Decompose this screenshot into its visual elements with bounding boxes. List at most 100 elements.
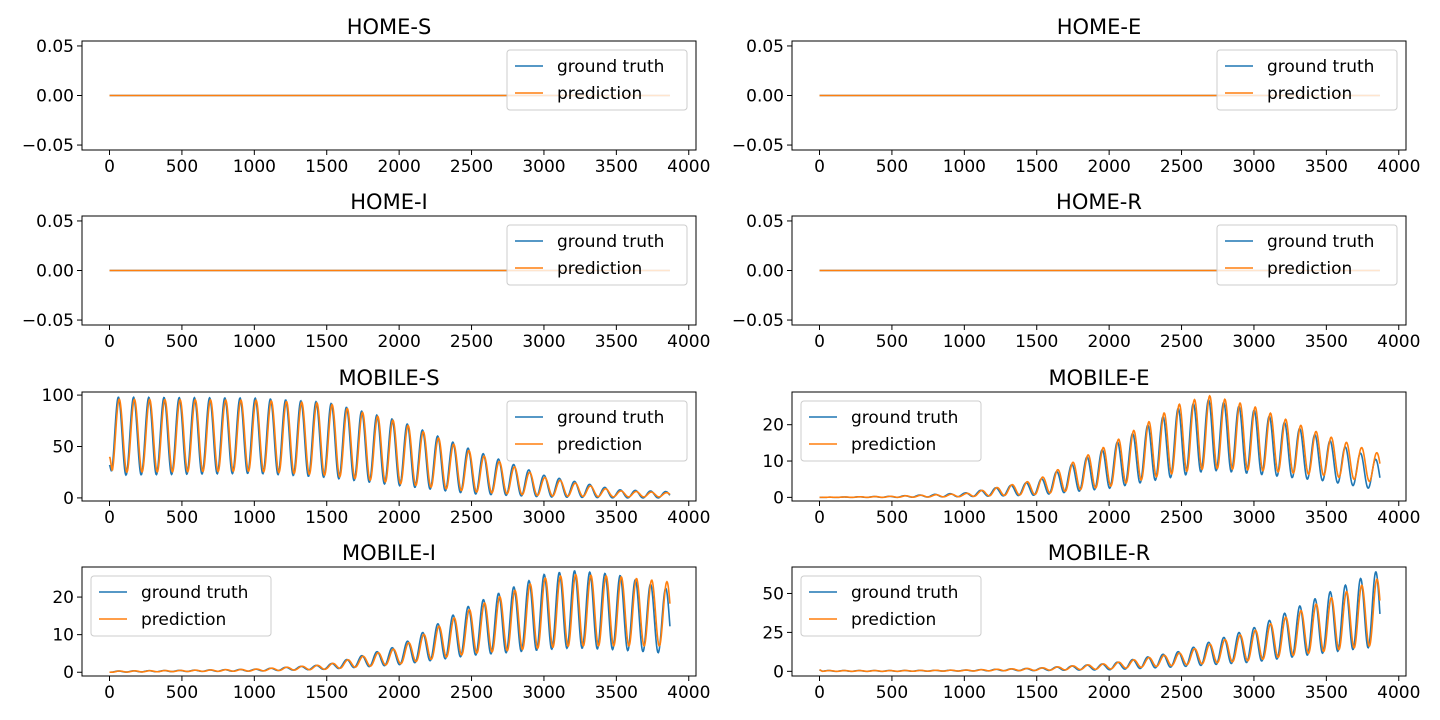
panel-title: MOBILE-I xyxy=(342,541,436,565)
x-tick-label: 0 xyxy=(104,157,115,177)
legend: ground truth prediction xyxy=(800,400,982,462)
series-line-prediction xyxy=(819,577,1381,673)
legend-label: ground truth xyxy=(557,232,664,252)
legend-label: prediction xyxy=(1267,84,1352,104)
panel-title: HOME-I xyxy=(350,190,427,214)
legend: ground truth prediction xyxy=(90,575,272,637)
x-tick-label: 2000 xyxy=(1088,157,1131,177)
y-tick-label: 20 xyxy=(762,416,784,436)
series-line-prediction xyxy=(109,573,671,674)
legend-label: ground truth xyxy=(851,583,958,603)
legend-box xyxy=(800,400,982,462)
legend-label: ground truth xyxy=(1267,232,1374,252)
x-tick-label: 3000 xyxy=(522,683,565,703)
x-tick-label: 1500 xyxy=(1015,332,1058,352)
legend-box xyxy=(506,49,688,111)
x-tick-label: 0 xyxy=(104,508,115,528)
x-tick-label: 3500 xyxy=(1305,332,1348,352)
legend-label: prediction xyxy=(1267,259,1352,279)
x-tick-label: 2000 xyxy=(378,508,421,528)
x-tick-label: 2000 xyxy=(378,332,421,352)
x-tick-label: 0 xyxy=(814,157,825,177)
legend-label: prediction xyxy=(557,84,642,104)
x-tick-label: 1000 xyxy=(943,508,986,528)
panel-mobile-i: MOBILE-I 0 500 1000 1500 2000 2500 3000 3500 4000… xyxy=(52,541,710,703)
x-tick-label: 3000 xyxy=(522,157,565,177)
x-tick-label: 4000 xyxy=(1377,683,1420,703)
legend-label: ground truth xyxy=(851,408,958,428)
panel-title: MOBILE-S xyxy=(338,366,439,390)
x-tick-label: 3500 xyxy=(1305,683,1348,703)
x-tick-label: 500 xyxy=(166,683,198,703)
axes-frame xyxy=(791,391,1407,502)
panel-title: MOBILE-E xyxy=(1048,366,1149,390)
x-tick-label: 3500 xyxy=(595,332,638,352)
x-tick-label: 2500 xyxy=(450,683,493,703)
x-tick-label: 3000 xyxy=(1232,157,1275,177)
x-tick-label: 3000 xyxy=(1232,683,1275,703)
x-tick-label: 2000 xyxy=(1088,332,1131,352)
panel-title: HOME-S xyxy=(347,15,432,39)
x-tick-label: 1500 xyxy=(305,508,348,528)
x-tick-label: 0 xyxy=(814,332,825,352)
x-tick-label: 2000 xyxy=(1088,508,1131,528)
x-tick-label: 4000 xyxy=(1377,157,1420,177)
legend: ground truth prediction xyxy=(506,224,688,286)
y-tick-label: −0.05 xyxy=(22,311,74,331)
x-tick-label: 1500 xyxy=(1015,157,1058,177)
x-tick-label: 2000 xyxy=(1088,683,1131,703)
x-tick-label: 2000 xyxy=(378,157,421,177)
x-tick-label: 3000 xyxy=(1232,508,1275,528)
x-tick-label: 3000 xyxy=(522,508,565,528)
x-tick-label: 500 xyxy=(876,157,908,177)
legend: ground truth prediction xyxy=(1216,49,1398,111)
y-tick-label: 10 xyxy=(762,452,784,472)
y-tick-label: 0.00 xyxy=(36,262,74,282)
x-tick-label: 4000 xyxy=(667,508,710,528)
x-tick-label: 1500 xyxy=(305,157,348,177)
x-tick-label: 3000 xyxy=(522,332,565,352)
x-tick-label: 500 xyxy=(876,683,908,703)
legend: ground truth prediction xyxy=(1216,224,1398,286)
y-tick-label: 0 xyxy=(773,488,784,508)
legend-label: ground truth xyxy=(557,57,664,77)
x-tick-label: 1000 xyxy=(233,508,276,528)
y-tick-label: 0.05 xyxy=(746,212,784,232)
panel-title: MOBILE-R xyxy=(1048,541,1150,565)
panel-home-e: HOME-E 0 500 1000 1500 2000 2500 3000 3500 4000 −0… xyxy=(732,15,1421,177)
panel-title: HOME-R xyxy=(1056,190,1142,214)
x-tick-label: 4000 xyxy=(1377,332,1420,352)
x-tick-label: 1500 xyxy=(305,683,348,703)
legend-box xyxy=(800,575,982,637)
x-tick-label: 2500 xyxy=(450,332,493,352)
legend-box xyxy=(90,575,272,637)
y-tick-label: 0.00 xyxy=(746,262,784,282)
x-tick-label: 3500 xyxy=(595,157,638,177)
x-tick-label: 0 xyxy=(814,683,825,703)
y-tick-label: −0.05 xyxy=(732,136,784,156)
y-tick-label: 0.05 xyxy=(746,37,784,57)
x-tick-label: 2500 xyxy=(450,157,493,177)
x-tick-label: 1500 xyxy=(305,332,348,352)
x-tick-label: 2500 xyxy=(450,508,493,528)
y-tick-label: −0.05 xyxy=(732,311,784,331)
x-tick-label: 4000 xyxy=(1377,508,1420,528)
x-tick-label: 1000 xyxy=(233,332,276,352)
x-tick-label: 4000 xyxy=(667,332,710,352)
x-tick-label: 3000 xyxy=(1232,332,1275,352)
x-tick-label: 1000 xyxy=(233,683,276,703)
x-tick-label: 500 xyxy=(876,332,908,352)
panel-home-r: HOME-R 0 500 1000 1500 2000 2500 3000 3500 4000 −0… xyxy=(732,190,1421,352)
x-tick-label: 2500 xyxy=(1160,157,1203,177)
y-tick-label: 0.05 xyxy=(36,37,74,57)
x-tick-label: 0 xyxy=(104,332,115,352)
x-tick-label: 3500 xyxy=(1305,508,1348,528)
legend-box xyxy=(506,400,688,462)
y-tick-label: 0.00 xyxy=(746,87,784,107)
legend-box xyxy=(506,224,688,286)
x-tick-label: 500 xyxy=(876,508,908,528)
legend-label: prediction xyxy=(851,435,936,455)
y-tick-label: 25 xyxy=(762,623,784,643)
legend-label: ground truth xyxy=(1267,57,1374,77)
